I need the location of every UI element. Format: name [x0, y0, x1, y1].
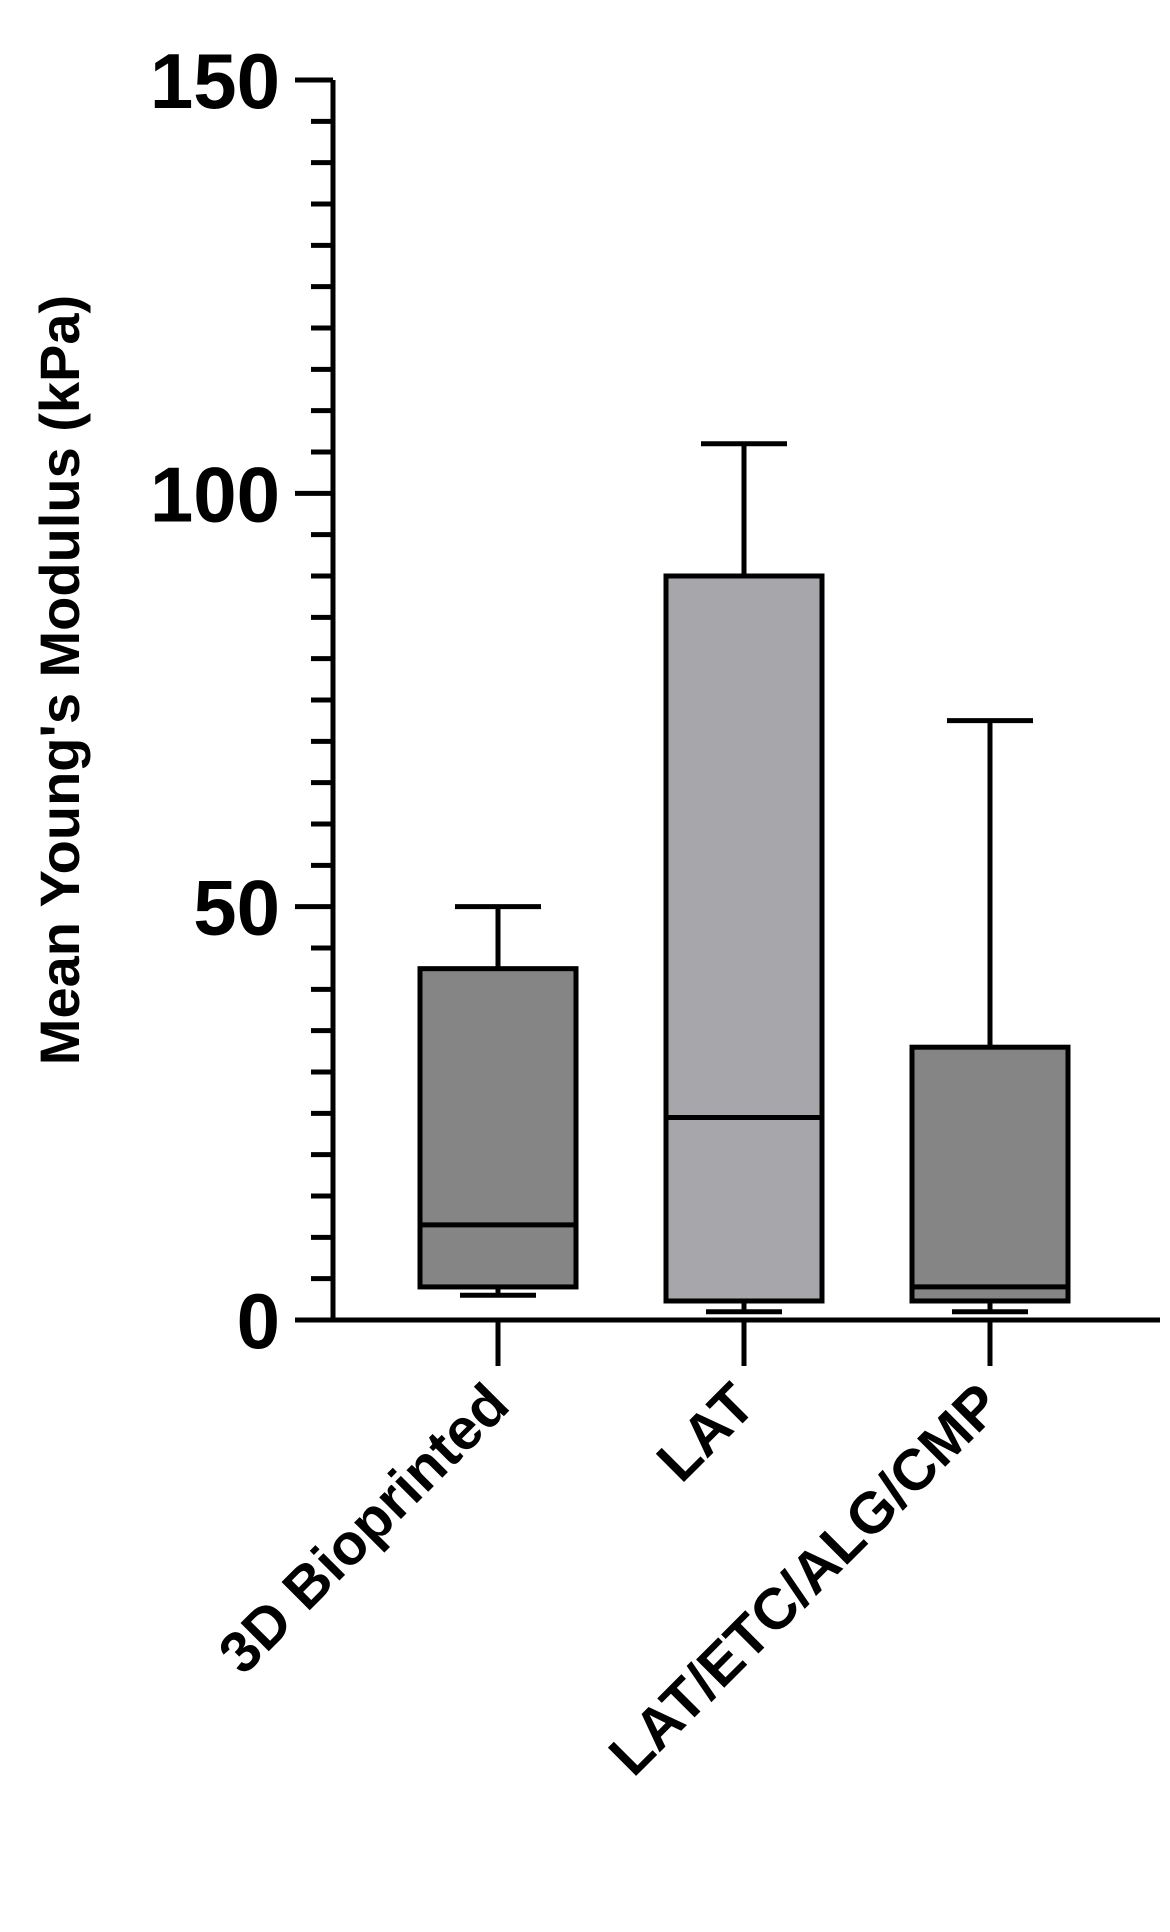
- y-tick-label-150: 150: [150, 37, 280, 125]
- box-lat-etc-alg-cmp: [909, 1044, 1071, 1304]
- box-lat: [663, 573, 825, 1304]
- y-tick-label-100: 100: [150, 450, 280, 538]
- y-tick-label-50: 50: [193, 864, 280, 952]
- y-axis-title: Mean Young's Modulus (kPa): [28, 295, 91, 1065]
- box-3d-bioprinted: [417, 966, 579, 1290]
- x-tick-label-3d-bioprinted: 3D Bioprinted: [206, 1371, 521, 1686]
- x-tick-label-lat: LAT: [645, 1371, 768, 1494]
- boxes-layer: [417, 441, 1071, 1315]
- axes-layer: [295, 77, 1160, 1366]
- y-tick-label-0: 0: [237, 1277, 280, 1365]
